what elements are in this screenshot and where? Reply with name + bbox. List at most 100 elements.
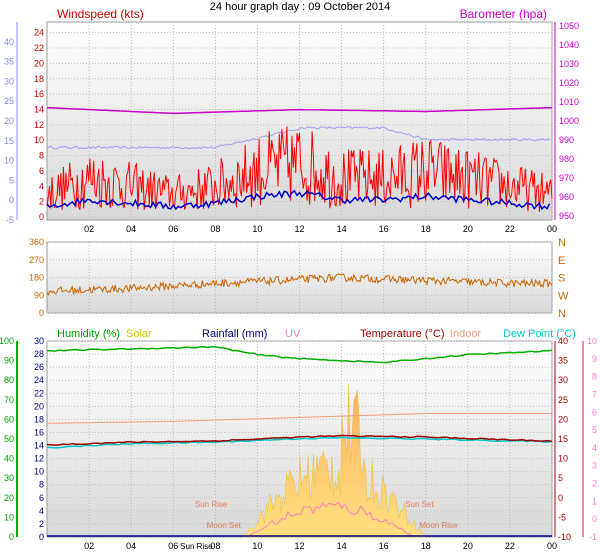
compass-label: N (558, 308, 566, 320)
x-tick-label: 08 (210, 541, 220, 551)
x-tick-label: 22 (505, 224, 515, 234)
rain-y-tick: 22 (34, 388, 44, 398)
uv-y-tick: 1 (592, 496, 597, 506)
wind-y-tick: 2 (39, 197, 44, 207)
wind-y-tick: 14 (34, 104, 44, 114)
humidity-y-tick: 40 (4, 454, 14, 464)
x-tick-label: 16 (379, 224, 389, 234)
compass-label: E (558, 255, 565, 267)
x-tick-label: 16 (379, 541, 389, 551)
humidity-y-tick: 0 (9, 532, 14, 542)
wind-outer-y-tick: 35 (4, 57, 14, 67)
rain-y-tick: 10 (34, 467, 44, 477)
direction-y-tick: 360 (29, 237, 44, 247)
rain-y-tick: 30 (34, 336, 44, 346)
rain-y-tick: 28 (34, 349, 44, 359)
windspeed-line (46, 126, 553, 212)
sun-rise-axis-label: Sun Rise (180, 542, 213, 551)
x-tick-label: 00 (547, 541, 557, 551)
moon-rise-label: Moon Rise (419, 521, 458, 530)
wind-y-tick: 10 (34, 135, 44, 145)
x-tick-label: 06 (168, 541, 178, 551)
uv-y-tick: 2 (592, 479, 597, 489)
light-temperature-line (46, 126, 551, 150)
x-tick-label: 22 (505, 541, 515, 551)
temperature-y-tick: 25 (558, 395, 568, 405)
temperature-y-tick: 35 (558, 356, 568, 366)
x-tick-label: 04 (126, 541, 136, 551)
x-tick-label: 02 (84, 224, 94, 234)
baro-y-tick: 990 (559, 135, 574, 145)
solar-legend: Solar (126, 328, 152, 340)
wind-outer-y-tick: 15 (4, 136, 14, 146)
rain-y-tick: 14 (34, 441, 44, 451)
humidity-y-tick: 60 (4, 414, 14, 424)
temperature-y-tick: 0 (558, 493, 563, 503)
temperature-legend: Temperature (°C) (360, 328, 444, 340)
humidity-legend: Humidity (%) (57, 328, 120, 340)
average-wind-line (46, 189, 551, 211)
humidity-y-tick: 70 (4, 395, 14, 405)
x-tick-label: 00 (547, 224, 557, 234)
barometer-legend: Barometer (hpa) (460, 7, 547, 21)
indoor-line (46, 413, 552, 424)
wind-y-tick: 16 (34, 89, 44, 99)
wind-y-tick: 0 (39, 212, 44, 222)
barometer-line (46, 106, 553, 115)
baro-y-tick: 1050 (559, 21, 579, 31)
sun-rise-label: Sun Rise (195, 500, 228, 509)
compass-label: W (558, 290, 569, 302)
x-tick-label: 04 (126, 224, 136, 234)
direction-y-tick: 180 (29, 273, 44, 283)
temperature-y-tick: 5 (558, 473, 563, 483)
x-tick-label: 20 (463, 224, 473, 234)
temperature-y-tick: -10 (558, 532, 571, 542)
temperature-line (46, 434, 553, 446)
humidity-y-tick: 30 (4, 473, 14, 483)
wind-direction-line (46, 273, 553, 296)
uv-y-tick: 7 (592, 389, 597, 399)
humidity-y-tick: 20 (4, 493, 14, 503)
x-tick-label: 18 (421, 224, 431, 234)
wind-outer-y-tick: -5 (6, 215, 14, 225)
graph-title: 24 hour graph day : 09 October 2014 (210, 1, 390, 13)
rain-y-tick: 26 (34, 362, 44, 372)
wind-outer-y-tick: 20 (4, 116, 14, 126)
humidity-y-tick: 80 (4, 375, 14, 385)
uv-y-tick: 9 (592, 354, 597, 364)
temperature-y-tick: 30 (558, 375, 568, 385)
dewpoint-legend: Dew Point (°C) (503, 328, 576, 340)
humidity-y-tick: 90 (4, 356, 14, 366)
humidity-line (46, 345, 553, 364)
x-tick-label: 10 (252, 224, 262, 234)
temperature-y-tick: 10 (558, 454, 568, 464)
wind-y-tick: 6 (39, 166, 44, 176)
baro-y-tick: 980 (559, 154, 574, 164)
direction-y-tick: 270 (29, 255, 44, 265)
baro-y-tick: 1010 (559, 97, 579, 107)
baro-y-tick: 970 (559, 173, 574, 183)
temperature-y-tick: 15 (558, 434, 568, 444)
x-tick-label: 18 (421, 541, 431, 551)
wind-outer-y-tick: 5 (9, 175, 14, 185)
humidity-y-tick: 100 (0, 336, 14, 346)
x-tick-label: 02 (84, 541, 94, 551)
x-tick-label: 06 (168, 224, 178, 234)
x-tick-label: 10 (252, 541, 262, 551)
uv-y-tick: 8 (592, 372, 597, 382)
rain-y-tick: 18 (34, 414, 44, 424)
uv-legend: UV (285, 328, 301, 340)
wind-y-tick: 18 (34, 74, 44, 84)
baro-y-tick: 1000 (559, 116, 579, 126)
temperature-y-tick: -5 (558, 512, 566, 522)
wind-y-tick: 4 (39, 181, 44, 191)
rain-y-tick: 8 (39, 480, 44, 490)
rain-y-tick: 12 (34, 454, 44, 464)
wind-y-tick: 20 (34, 58, 44, 68)
wind-outer-y-tick: 10 (4, 156, 14, 166)
x-tick-label: 12 (294, 541, 304, 551)
direction-y-tick: 0 (39, 308, 44, 318)
baro-y-tick: 1020 (559, 78, 579, 88)
x-tick-label: 14 (337, 541, 347, 551)
